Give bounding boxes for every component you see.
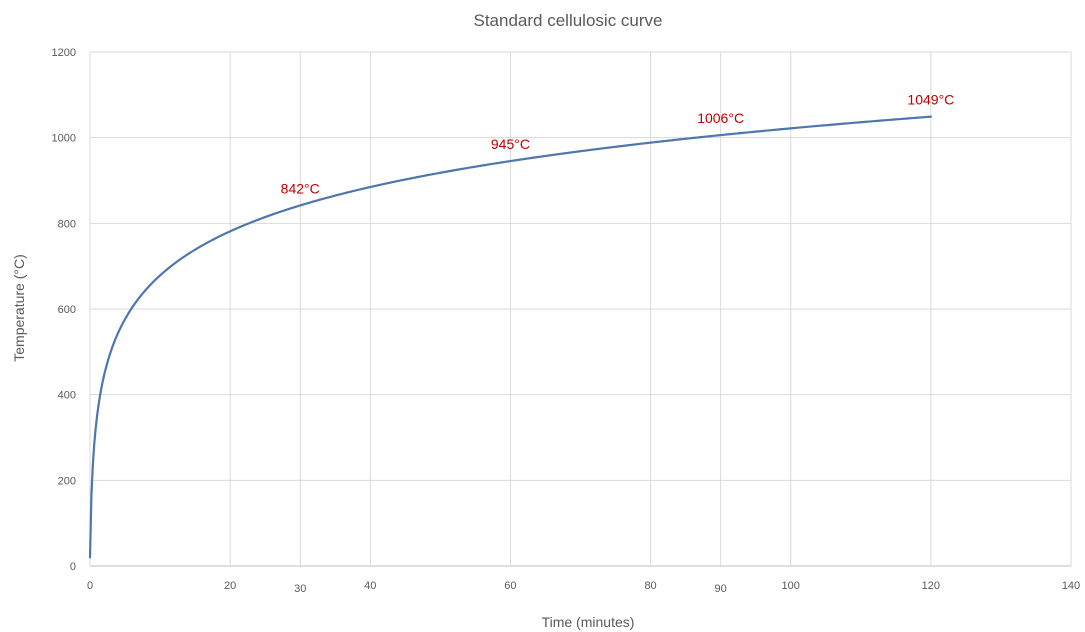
grid — [89, 51, 1072, 567]
y-axis-title: Temperature (°C) — [11, 254, 27, 362]
x-tick-label: 80 — [644, 580, 656, 592]
series — [88, 115, 932, 559]
annotations: 842°C 945°C 1006°C 1049°C — [281, 92, 955, 197]
x-tick-label: 60 — [504, 580, 516, 592]
x-tick-label: 40 — [364, 580, 376, 592]
x-axis-title: Time (minutes) — [542, 614, 635, 630]
series-line — [88, 115, 932, 559]
x-tick-label: 0 — [87, 580, 93, 592]
chart-title: Standard cellulosic curve — [474, 11, 663, 30]
y-tick-label: 600 — [58, 304, 76, 316]
tick-labels: 0 200 400 600 800 1000 1200 0 20 40 60 80 100 120 140 3… — [52, 47, 1081, 595]
y-tick-label: 200 — [58, 475, 76, 487]
y-tick-label: 1000 — [52, 133, 76, 145]
x-tick-label: 140 — [1062, 580, 1080, 592]
y-tick-label: 800 — [58, 218, 76, 230]
x-tick-label-extra: 30 — [294, 583, 306, 595]
data-label: 945°C — [491, 136, 530, 152]
x-tick-label-extra: 90 — [715, 583, 727, 595]
data-label: 842°C — [281, 180, 320, 196]
y-tick-label: 400 — [58, 390, 76, 402]
data-label: 1006°C — [697, 110, 744, 126]
y-tick-label: 0 — [70, 561, 76, 573]
x-tick-label: 100 — [782, 580, 800, 592]
y-tick-label: 1200 — [52, 47, 76, 59]
x-tick-label: 120 — [922, 580, 940, 592]
data-label: 1049°C — [907, 92, 954, 108]
x-tick-label: 20 — [224, 580, 236, 592]
